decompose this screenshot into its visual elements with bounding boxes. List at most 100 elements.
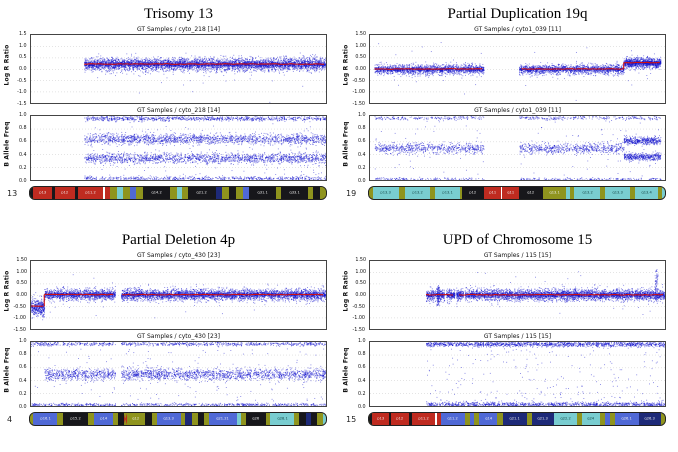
- cytoband: [408, 413, 412, 425]
- baf-y-axis-label: B Allele Freq: [3, 347, 11, 393]
- lrr-ytick-labels: 1.5 1.0 0.5 0.0 -0.5 -1.0 -1.5: [12, 31, 30, 107]
- cytoband: q21.1: [503, 413, 527, 425]
- tick-label: -1.50: [353, 327, 366, 333]
- cytoband: [459, 187, 463, 199]
- tick-label: 1.0: [358, 338, 367, 344]
- cytoband-label: q14.2: [151, 190, 162, 195]
- cytoband: q13.3: [604, 187, 630, 199]
- centromere-gap: [501, 187, 503, 199]
- cytoband: [605, 413, 610, 425]
- baf-plot: B Allele Freq GT Samples / cyto_430 [23]…: [2, 333, 327, 410]
- baf-ytick-labels: 1.0 0.8 0.6 0.4 0.2 0.0: [12, 338, 30, 410]
- lrr-scatter-canvas: [370, 261, 665, 329]
- tick-label: -1.50: [14, 327, 27, 333]
- cytoband-label: p14: [99, 416, 107, 421]
- cytoband: [30, 187, 34, 199]
- cytoband: q21.21: [208, 413, 237, 425]
- cytoband-label: q21.3: [537, 416, 549, 421]
- cytoband: [599, 413, 606, 425]
- cytoband-label: p12: [396, 416, 404, 421]
- baf-y-axis-label: B Allele Freq: [342, 347, 350, 393]
- cytoband-label: p13: [39, 190, 46, 195]
- lrr-y-axis-label: Log R Ratio: [342, 270, 350, 312]
- cytoband: [242, 187, 249, 199]
- lrr-scatter-canvas: [31, 261, 326, 329]
- panel-title: Partial Duplication 19q: [447, 6, 588, 22]
- lrr-y-axis-label: Log R Ratio: [3, 44, 11, 86]
- cytoband: q24: [582, 413, 600, 425]
- cytoband: [660, 413, 665, 425]
- chromosome-ideogram: p13.3 p13.2 p13.1 p12 p11 q11 q12 q13.1 q13.2 q13…: [368, 186, 666, 200]
- cytoband: [52, 187, 56, 199]
- cytoband-label: q13.1: [549, 190, 560, 195]
- cytoband-label: p11: [489, 190, 497, 195]
- tick-label: 1.50: [354, 31, 366, 37]
- chromosome-number: 13: [7, 188, 18, 198]
- cytoband-label: q28.1: [276, 416, 288, 421]
- cytoband: [265, 413, 271, 425]
- tick-label: 0.2: [358, 164, 367, 171]
- tick-label: 0.0: [19, 66, 28, 72]
- panel-partial-deletion-4p: Partial Deletion 4p Log R Ratio GT Sampl…: [0, 226, 339, 452]
- tick-label: 0.2: [358, 390, 367, 397]
- cytoband-label: q26: [252, 416, 260, 421]
- cytoband: [116, 187, 123, 199]
- chromosome-ideogram: p16.1 p15.2 p14 q12 q13.3 q21.21 q26 q28.1: [29, 412, 327, 426]
- plot-header: GT Samples / cyto1_039 [11]: [474, 26, 561, 33]
- plot-header: GT Samples / cyto1_039 [11]: [474, 107, 561, 114]
- cytoband: q14: [479, 413, 498, 425]
- baf-scatter-canvas: [370, 116, 665, 180]
- cytoband-label: q14: [484, 416, 492, 421]
- cytoband: [322, 413, 326, 425]
- tick-label: 0.6: [358, 364, 367, 371]
- cytoband: p13.2: [404, 187, 431, 199]
- cytoband: q11.2: [441, 413, 465, 425]
- cytoband-label: q13.3: [163, 416, 175, 421]
- lrr-plot-area: [30, 34, 327, 104]
- tick-label: -1.50: [353, 101, 366, 107]
- cytoband: p13: [33, 187, 53, 199]
- cytoband-label: q21.2: [196, 190, 208, 195]
- tick-label: -1.00: [353, 89, 366, 96]
- baf-y-axis-label: B Allele Freq: [3, 121, 11, 167]
- cytoband-label: p12: [469, 190, 477, 195]
- cytoband: q13.1: [542, 187, 566, 199]
- tick-label: 0.00: [354, 292, 366, 298]
- cytoband: [236, 187, 243, 199]
- lrr-y-axis-label: Log R Ratio: [3, 270, 11, 312]
- cytoband: [176, 187, 182, 199]
- cytoband: [388, 413, 392, 425]
- lrr-plot: Log R Ratio GT Samples / 115 [15] 1.50 1.…: [341, 252, 666, 333]
- tick-label: 1.00: [354, 42, 366, 49]
- tick-label: -1.0: [17, 89, 27, 96]
- cytoband: [609, 413, 616, 425]
- lrr-ytick-labels: 1.50 1.00 0.50 0.00 -0.50 -1.00 -1.50: [12, 257, 30, 333]
- cytoband: q28.1: [270, 413, 294, 425]
- cytoband: [526, 413, 532, 425]
- plot-header: GT Samples / 115 [15]: [483, 333, 552, 340]
- ideogram-row: 4 p16.1 p15.2 p14 q12 q13.3 q21.21 q26 q28.1: [2, 412, 327, 426]
- panel-upd-chromosome-15: UPD of Chromosome 15 Log R Ratio GT Samp…: [339, 226, 678, 452]
- lrr-scatter-canvas: [370, 35, 665, 103]
- baf-scatter-canvas: [31, 116, 326, 180]
- cytoband: p16.1: [33, 413, 58, 425]
- tick-label: 0.2: [19, 164, 28, 171]
- tick-label: 0.4: [358, 151, 367, 158]
- cytoband-label: q21.21: [216, 416, 230, 421]
- cytoband: [215, 187, 222, 199]
- tick-label: 1.00: [354, 268, 366, 275]
- cytoband: q11: [502, 187, 520, 199]
- tick-label: 0.4: [358, 377, 367, 384]
- baf-ytick-labels: 1.0 0.8 0.6 0.4 0.2 0.0: [351, 112, 369, 184]
- cytoband-label: p12: [61, 190, 69, 195]
- cytoband: [192, 413, 198, 425]
- cytoband: [369, 187, 374, 199]
- baf-scatter-canvas: [31, 342, 326, 406]
- cytoband: [430, 187, 436, 199]
- cytoband-label: q24: [587, 416, 595, 421]
- cytoband-label: q11.2: [447, 416, 459, 421]
- chromosome-ideogram: p13 p12 p11.2 q11.2 q14 q21.1 q21.3 q22.2 q24 q26…: [368, 412, 666, 426]
- chromosome-number: 4: [7, 414, 13, 424]
- plot-header: GT Samples / cyto_218 [14]: [136, 26, 220, 33]
- tick-label: 0.8: [19, 125, 28, 131]
